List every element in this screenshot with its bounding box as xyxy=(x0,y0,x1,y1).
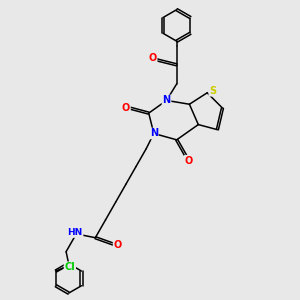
Text: Cl: Cl xyxy=(64,262,75,272)
Text: O: O xyxy=(114,240,122,250)
Text: O: O xyxy=(185,156,193,166)
Text: S: S xyxy=(209,86,216,96)
Text: O: O xyxy=(122,103,130,113)
Text: HN: HN xyxy=(68,228,82,237)
Text: N: N xyxy=(163,95,171,105)
Text: O: O xyxy=(148,53,157,64)
Text: N: N xyxy=(150,128,158,139)
